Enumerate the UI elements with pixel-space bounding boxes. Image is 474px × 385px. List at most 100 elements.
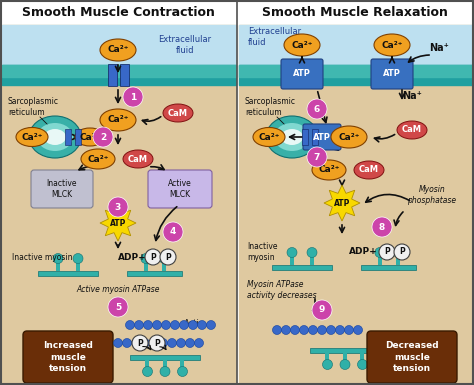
Circle shape [176, 338, 185, 348]
Ellipse shape [100, 39, 136, 61]
Text: 5: 5 [115, 303, 121, 311]
Text: 7: 7 [314, 152, 320, 161]
Circle shape [163, 222, 183, 242]
Text: ATP: ATP [383, 70, 401, 79]
Ellipse shape [266, 116, 318, 158]
Text: CaM: CaM [359, 166, 379, 174]
Circle shape [307, 99, 327, 119]
Bar [2, 65, 236, 85]
Bar [76, 261, 80, 271]
Ellipse shape [29, 116, 81, 158]
Text: Extracellular
fluid: Extracellular fluid [158, 35, 211, 55]
Text: P: P [137, 338, 143, 348]
Ellipse shape [81, 149, 115, 169]
Text: Ca²⁺: Ca²⁺ [107, 45, 128, 55]
Bar [38, 271, 98, 276]
Circle shape [291, 325, 300, 335]
Bar [162, 261, 166, 271]
Circle shape [149, 335, 165, 351]
Circle shape [73, 253, 83, 263]
Text: Inactive
MLCK: Inactive MLCK [47, 179, 77, 199]
Bar [65, 129, 71, 145]
Bar [396, 256, 400, 264]
Text: 8: 8 [379, 223, 385, 231]
Bar [128, 271, 182, 276]
Circle shape [354, 325, 363, 335]
Bar [239, 65, 472, 85]
Text: Smooth Muscle Relaxation: Smooth Muscle Relaxation [262, 7, 448, 20]
Text: Ca²⁺: Ca²⁺ [258, 132, 280, 142]
Circle shape [194, 338, 203, 348]
Circle shape [357, 360, 367, 370]
Ellipse shape [100, 109, 136, 131]
Circle shape [145, 249, 161, 265]
Circle shape [162, 320, 171, 330]
Text: Ca²⁺: Ca²⁺ [381, 40, 403, 50]
FancyBboxPatch shape [148, 170, 212, 208]
Text: CaM: CaM [402, 126, 422, 134]
Text: 3: 3 [115, 203, 121, 211]
Circle shape [126, 320, 135, 330]
Text: Extracellular
fluid: Extracellular fluid [248, 27, 301, 47]
Bar [75, 129, 81, 145]
Text: Decreased
muscle
tension: Decreased muscle tension [385, 341, 439, 373]
Bar [290, 256, 294, 264]
Circle shape [144, 320, 153, 330]
Text: Actin: Actin [184, 318, 206, 328]
Text: Sarcoplasmic
reticulum: Sarcoplasmic reticulum [8, 97, 59, 117]
Bar [2, 25, 236, 383]
Ellipse shape [331, 126, 367, 148]
Bar [108, 64, 117, 86]
Circle shape [393, 248, 403, 258]
Text: Active myosin ATPase: Active myosin ATPase [76, 286, 160, 295]
Text: CaM: CaM [168, 109, 188, 117]
Text: 2: 2 [100, 132, 106, 142]
Text: P: P [165, 253, 171, 261]
Bar [343, 353, 347, 362]
Circle shape [53, 253, 63, 263]
Bar [163, 360, 167, 368]
Circle shape [159, 253, 169, 263]
Text: Sarcoplasmic
reticulum: Sarcoplasmic reticulum [245, 97, 296, 117]
Bar [144, 261, 148, 271]
Ellipse shape [123, 150, 153, 168]
Circle shape [167, 338, 176, 348]
Circle shape [160, 249, 176, 265]
Text: Ca²⁺: Ca²⁺ [79, 132, 100, 142]
Text: Na⁺: Na⁺ [429, 43, 449, 53]
Circle shape [309, 325, 318, 335]
Circle shape [180, 320, 189, 330]
Ellipse shape [354, 161, 384, 179]
Bar [361, 353, 365, 362]
Text: Myosin
phosphatase: Myosin phosphatase [408, 185, 456, 205]
Polygon shape [100, 205, 136, 241]
Ellipse shape [397, 121, 427, 139]
Circle shape [141, 253, 151, 263]
Circle shape [336, 325, 345, 335]
Circle shape [149, 338, 158, 348]
Bar [146, 360, 149, 368]
Circle shape [135, 320, 144, 330]
Bar [2, 65, 236, 77]
Ellipse shape [163, 104, 193, 122]
FancyBboxPatch shape [371, 59, 413, 89]
Circle shape [189, 320, 198, 330]
Text: Ca²⁺: Ca²⁺ [87, 154, 109, 164]
Circle shape [394, 244, 410, 260]
Text: 6: 6 [314, 104, 320, 114]
Text: Ca²⁺: Ca²⁺ [107, 116, 128, 124]
Text: P: P [384, 248, 390, 256]
Circle shape [122, 338, 131, 348]
Circle shape [171, 320, 180, 330]
Circle shape [132, 335, 148, 351]
Circle shape [108, 197, 128, 217]
Circle shape [282, 325, 291, 335]
Ellipse shape [44, 129, 66, 145]
Circle shape [158, 338, 167, 348]
Bar [239, 25, 472, 383]
Circle shape [131, 338, 140, 348]
Circle shape [327, 325, 336, 335]
Circle shape [113, 338, 122, 348]
Circle shape [379, 244, 395, 260]
Circle shape [273, 325, 282, 335]
